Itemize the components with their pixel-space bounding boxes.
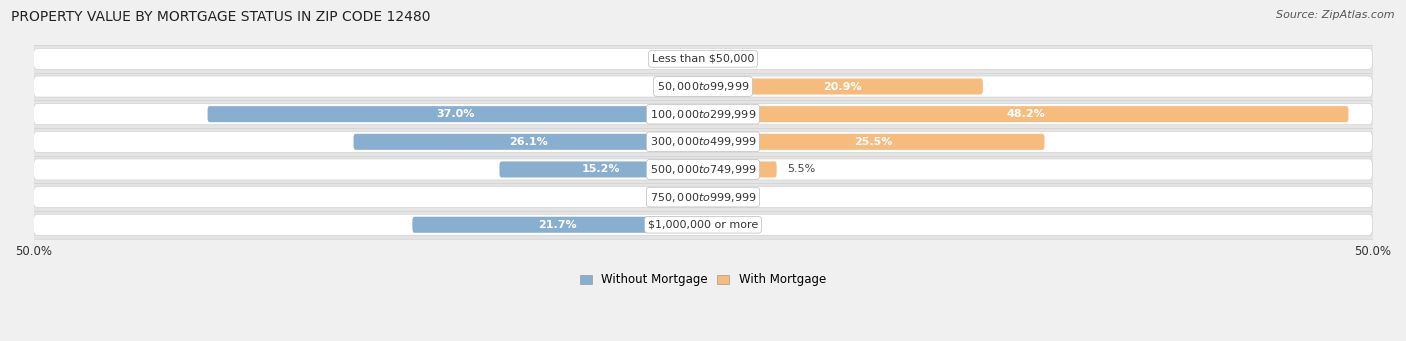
Text: 20.9%: 20.9% — [824, 81, 862, 91]
Text: 0.0%: 0.0% — [723, 54, 751, 64]
FancyBboxPatch shape — [34, 131, 1372, 152]
FancyBboxPatch shape — [34, 159, 1372, 180]
Legend: Without Mortgage, With Mortgage: Without Mortgage, With Mortgage — [575, 269, 831, 291]
FancyBboxPatch shape — [34, 48, 1372, 69]
Text: PROPERTY VALUE BY MORTGAGE STATUS IN ZIP CODE 12480: PROPERTY VALUE BY MORTGAGE STATUS IN ZIP… — [11, 10, 430, 24]
FancyBboxPatch shape — [34, 76, 1372, 97]
FancyBboxPatch shape — [34, 73, 1372, 100]
Text: $300,000 to $499,999: $300,000 to $499,999 — [650, 135, 756, 148]
FancyBboxPatch shape — [34, 214, 1372, 235]
FancyBboxPatch shape — [34, 183, 1372, 211]
Text: 21.7%: 21.7% — [538, 220, 576, 230]
Text: $1,000,000 or more: $1,000,000 or more — [648, 220, 758, 230]
Text: 15.2%: 15.2% — [582, 164, 620, 175]
Text: $100,000 to $299,999: $100,000 to $299,999 — [650, 108, 756, 121]
Text: 0.0%: 0.0% — [723, 220, 751, 230]
Text: 26.1%: 26.1% — [509, 137, 547, 147]
FancyBboxPatch shape — [34, 45, 1372, 73]
Text: Source: ZipAtlas.com: Source: ZipAtlas.com — [1277, 10, 1395, 20]
FancyBboxPatch shape — [703, 134, 1045, 150]
FancyBboxPatch shape — [34, 155, 1372, 183]
FancyBboxPatch shape — [34, 187, 1372, 208]
Text: Less than $50,000: Less than $50,000 — [652, 54, 754, 64]
FancyBboxPatch shape — [412, 217, 703, 233]
FancyBboxPatch shape — [703, 78, 983, 94]
Text: $500,000 to $749,999: $500,000 to $749,999 — [650, 163, 756, 176]
Text: $750,000 to $999,999: $750,000 to $999,999 — [650, 191, 756, 204]
FancyBboxPatch shape — [208, 106, 703, 122]
Text: 0.0%: 0.0% — [723, 192, 751, 202]
FancyBboxPatch shape — [353, 134, 703, 150]
FancyBboxPatch shape — [703, 106, 1348, 122]
Text: 0.0%: 0.0% — [655, 54, 683, 64]
Text: 37.0%: 37.0% — [436, 109, 474, 119]
FancyBboxPatch shape — [703, 161, 776, 177]
Text: $50,000 to $99,999: $50,000 to $99,999 — [657, 80, 749, 93]
Text: 48.2%: 48.2% — [1007, 109, 1045, 119]
FancyBboxPatch shape — [34, 100, 1372, 128]
Text: 0.0%: 0.0% — [655, 81, 683, 91]
FancyBboxPatch shape — [34, 128, 1372, 155]
Text: 0.0%: 0.0% — [655, 192, 683, 202]
FancyBboxPatch shape — [34, 211, 1372, 239]
FancyBboxPatch shape — [499, 161, 703, 177]
FancyBboxPatch shape — [34, 104, 1372, 125]
Text: 5.5%: 5.5% — [787, 164, 815, 175]
Text: 25.5%: 25.5% — [855, 137, 893, 147]
